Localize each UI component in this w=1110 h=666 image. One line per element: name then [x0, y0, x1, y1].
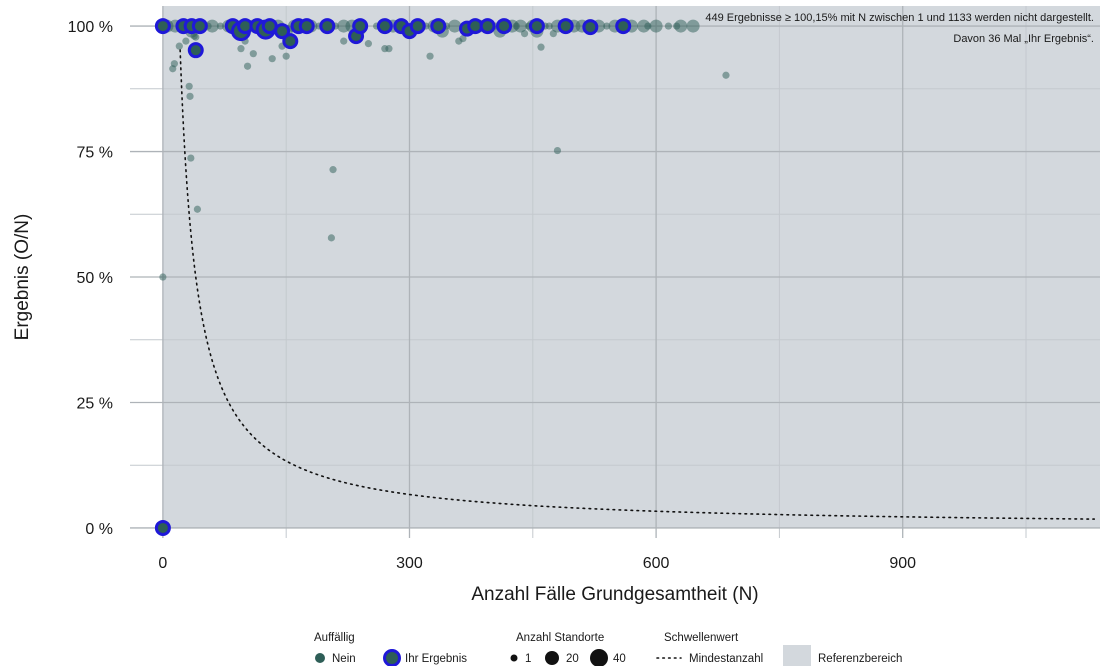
legend-size-20-marker: [545, 651, 559, 665]
data-point-ihr-ergebnis: [557, 18, 574, 35]
legend-referenzbereich-swatch: [783, 645, 811, 666]
y-tick-label: 75 %: [77, 145, 113, 162]
data-point-nein: [674, 19, 688, 33]
legend-size-40-label: 40: [613, 653, 626, 665]
series-ihr-ergebnis-points: [154, 18, 632, 536]
data-point-ihr-ergebnis: [191, 18, 208, 35]
minor-gridlines: [130, 6, 1100, 538]
data-point-ihr-ergebnis: [376, 18, 393, 35]
data-point-nein: [448, 19, 462, 33]
y-tick-label: 100 %: [68, 19, 113, 36]
data-point-nein: [282, 52, 290, 60]
data-point-nein: [170, 60, 178, 68]
data-point-nein: [159, 273, 167, 281]
legend-size-1-marker: [510, 654, 518, 662]
threshold-curve-mindestanzahl: [179, 49, 1096, 520]
legend-title-auffaellig: Auffällig: [314, 632, 355, 644]
x-axis-title: Anzahl Fälle Grundgesamtheit (N): [471, 584, 758, 605]
legend-ihr-ergebnis-label: Ihr Ergebnis: [405, 653, 467, 665]
legend-nein-label: Nein: [332, 653, 356, 665]
data-point-nein: [268, 55, 276, 63]
data-point-nein: [182, 37, 190, 45]
data-point-nein: [364, 40, 372, 48]
annotation-ihr-ergebnis-count: Davon 36 Mal „Ihr Ergebnis“.: [953, 33, 1094, 45]
data-point-ihr-ergebnis: [187, 42, 204, 59]
data-point-ihr-ergebnis: [496, 18, 513, 35]
data-point-ihr-ergebnis: [615, 18, 632, 35]
data-point-nein: [545, 22, 553, 30]
data-point-nein: [513, 19, 527, 33]
y-tick-label: 0 %: [85, 521, 113, 538]
legend-size-1-label: 1: [525, 653, 531, 665]
annotation-hidden-results: 449 Ergebnisse ≥ 100,15% mit N zwischen …: [705, 12, 1094, 24]
data-point-nein: [686, 19, 700, 33]
data-point-nein: [327, 234, 335, 242]
data-point-ihr-ergebnis: [479, 18, 496, 35]
reference-range-area: [162, 6, 1101, 528]
data-point-nein: [553, 146, 562, 155]
data-point-nein: [205, 19, 219, 33]
data-point-nein: [340, 37, 348, 45]
data-point-nein: [249, 50, 257, 58]
x-tick-label: 900: [889, 555, 916, 572]
legend: Auffällig Nein Ihr Ergebnis Anzahl Stand…: [314, 632, 902, 666]
data-point-nein: [644, 22, 652, 30]
data-point-ihr-ergebnis: [154, 519, 171, 536]
data-point-nein: [185, 82, 193, 90]
legend-nein-marker: [315, 653, 325, 663]
data-point-ihr-ergebnis: [154, 18, 171, 35]
legend-title-schwellenwert: Schwellenwert: [664, 632, 739, 644]
y-tick-label: 50 %: [77, 270, 113, 287]
x-axis-tick-labels: 0 300 600 900: [158, 555, 916, 572]
y-axis-tick-labels: 0 % 25 % 50 % 75 % 100 %: [68, 19, 113, 538]
data-point-ihr-ergebnis: [282, 33, 299, 50]
data-point-nein: [329, 166, 337, 174]
data-point-nein: [537, 43, 545, 51]
legend-size-20-label: 20: [566, 653, 579, 665]
data-point-ihr-ergebnis: [430, 18, 447, 35]
x-tick-label: 600: [643, 555, 670, 572]
data-point-ihr-ergebnis: [298, 18, 315, 35]
data-point-ihr-ergebnis: [528, 18, 545, 35]
data-point-nein: [603, 22, 611, 30]
data-point-ihr-ergebnis: [409, 18, 426, 35]
y-axis-title: Ergebnis (O/N): [12, 214, 33, 341]
data-point-nein: [187, 154, 195, 162]
data-point-ihr-ergebnis: [274, 23, 291, 40]
data-point-nein: [459, 35, 467, 43]
data-point-nein: [426, 52, 434, 60]
data-point-nein: [175, 42, 183, 50]
y-tick-label: 25 %: [77, 395, 113, 412]
legend-referenzbereich-label: Referenzbereich: [818, 653, 902, 665]
data-point-nein: [193, 205, 202, 213]
legend-ihr-ergebnis-marker: [383, 649, 401, 666]
data-point-nein: [186, 92, 194, 100]
x-tick-label: 300: [396, 555, 423, 572]
data-point-nein: [216, 22, 225, 30]
data-point-nein: [664, 22, 673, 30]
x-tick-label: 0: [158, 555, 167, 572]
data-point-nein: [385, 45, 393, 53]
data-point-ihr-ergebnis: [582, 19, 599, 36]
data-point-ihr-ergebnis: [319, 18, 336, 35]
legend-title-anzahl-standorte: Anzahl Standorte: [516, 632, 604, 644]
data-point-ihr-ergebnis: [352, 18, 369, 35]
legend-size-40-marker: [590, 649, 608, 666]
data-point-nein: [649, 19, 663, 33]
data-point-nein: [237, 45, 245, 53]
data-point-nein: [243, 62, 252, 70]
data-point-nein: [722, 71, 730, 79]
legend-mindestanzahl-label: Mindestanzahl: [689, 653, 763, 665]
